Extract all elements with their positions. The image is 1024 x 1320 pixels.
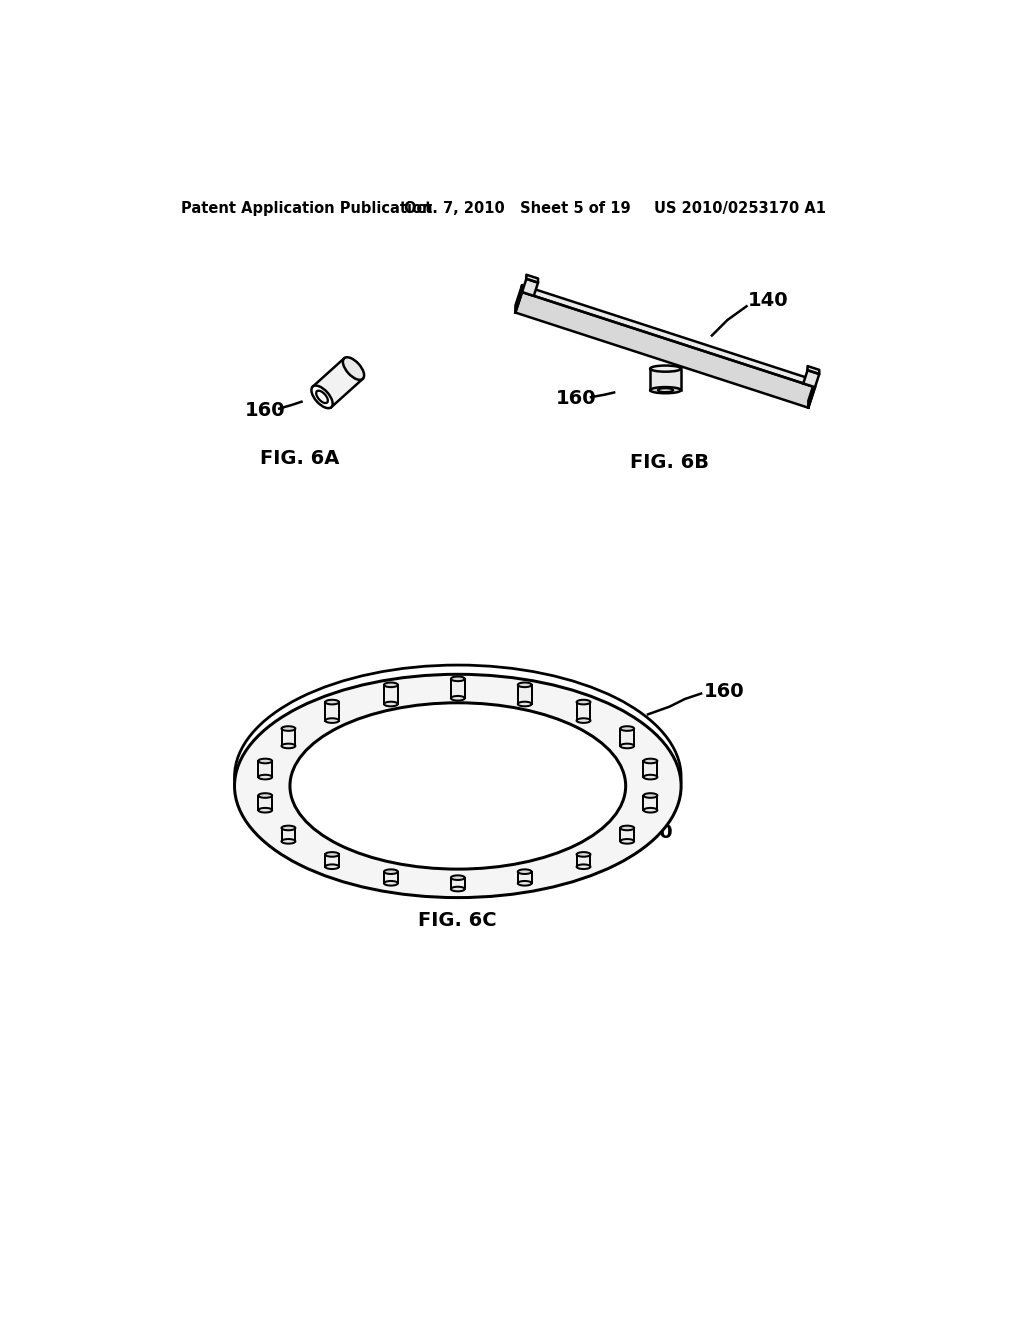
Ellipse shape [621, 825, 634, 830]
Polygon shape [258, 762, 272, 777]
Ellipse shape [451, 875, 465, 880]
Polygon shape [258, 796, 272, 810]
Ellipse shape [451, 696, 465, 701]
Polygon shape [650, 368, 681, 391]
Text: 140: 140 [749, 292, 788, 310]
Text: 160: 160 [556, 389, 596, 408]
Polygon shape [515, 292, 815, 408]
Ellipse shape [650, 387, 681, 393]
Polygon shape [451, 878, 465, 890]
Ellipse shape [518, 880, 531, 886]
Polygon shape [326, 854, 339, 867]
Ellipse shape [258, 759, 272, 763]
Text: Patent Application Publication: Patent Application Publication [180, 201, 432, 216]
Polygon shape [326, 702, 339, 721]
Polygon shape [526, 275, 538, 282]
Polygon shape [808, 380, 815, 408]
Ellipse shape [518, 702, 531, 706]
Ellipse shape [384, 702, 398, 706]
Ellipse shape [643, 808, 657, 813]
Ellipse shape [282, 825, 295, 830]
Polygon shape [577, 702, 591, 721]
Ellipse shape [258, 775, 272, 779]
Ellipse shape [577, 853, 591, 857]
Polygon shape [282, 828, 295, 841]
Polygon shape [515, 285, 522, 313]
Polygon shape [384, 871, 398, 883]
Polygon shape [518, 685, 531, 704]
Polygon shape [384, 685, 398, 704]
Ellipse shape [577, 700, 591, 705]
Polygon shape [808, 366, 819, 374]
Ellipse shape [577, 865, 591, 869]
Text: FIG. 6C: FIG. 6C [419, 911, 497, 931]
Ellipse shape [518, 682, 531, 688]
Ellipse shape [326, 718, 339, 723]
Ellipse shape [650, 366, 681, 372]
Ellipse shape [311, 385, 333, 408]
Polygon shape [522, 285, 815, 387]
Ellipse shape [384, 870, 398, 874]
Ellipse shape [643, 759, 657, 763]
Ellipse shape [577, 718, 591, 723]
Text: FIG. 6A: FIG. 6A [260, 449, 340, 469]
Ellipse shape [290, 702, 626, 869]
Ellipse shape [258, 808, 272, 813]
Ellipse shape [518, 870, 531, 874]
Ellipse shape [282, 840, 295, 843]
Ellipse shape [326, 700, 339, 705]
Polygon shape [451, 678, 465, 698]
Ellipse shape [326, 865, 339, 869]
Text: US 2010/0253170 A1: US 2010/0253170 A1 [654, 201, 826, 216]
Ellipse shape [451, 677, 465, 681]
Polygon shape [282, 729, 295, 746]
Ellipse shape [621, 743, 634, 748]
Ellipse shape [621, 840, 634, 843]
Text: 150: 150 [633, 824, 673, 842]
Polygon shape [621, 729, 634, 746]
Polygon shape [803, 370, 819, 387]
Ellipse shape [643, 775, 657, 779]
Polygon shape [312, 358, 362, 407]
Text: FIG. 6B: FIG. 6B [630, 453, 709, 473]
Polygon shape [643, 762, 657, 777]
Ellipse shape [234, 675, 681, 898]
Ellipse shape [643, 793, 657, 797]
Ellipse shape [326, 853, 339, 857]
Polygon shape [522, 279, 538, 296]
Ellipse shape [384, 880, 398, 886]
Polygon shape [621, 828, 634, 841]
Ellipse shape [451, 887, 465, 891]
Ellipse shape [343, 358, 365, 380]
Ellipse shape [258, 793, 272, 797]
Ellipse shape [282, 743, 295, 748]
Ellipse shape [621, 726, 634, 731]
Ellipse shape [282, 726, 295, 731]
Text: Oct. 7, 2010   Sheet 5 of 19: Oct. 7, 2010 Sheet 5 of 19 [403, 201, 631, 216]
Text: 160: 160 [245, 401, 285, 420]
Polygon shape [518, 871, 531, 883]
Ellipse shape [384, 682, 398, 688]
Polygon shape [643, 796, 657, 810]
Text: 160: 160 [705, 681, 744, 701]
Polygon shape [577, 854, 591, 867]
